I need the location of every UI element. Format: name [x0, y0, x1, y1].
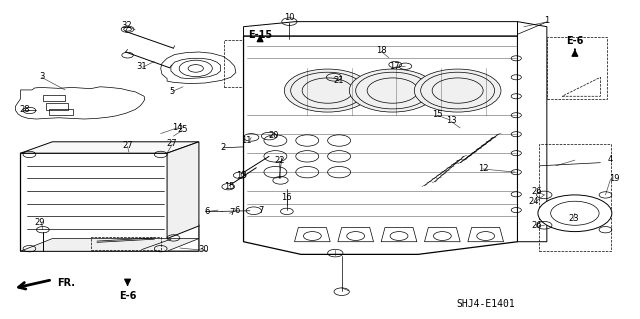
- Text: 15: 15: [432, 110, 442, 119]
- Polygon shape: [20, 142, 199, 153]
- Text: E-6: E-6: [119, 291, 136, 301]
- Polygon shape: [167, 142, 199, 239]
- Text: 21: 21: [334, 76, 344, 85]
- Text: 7: 7: [259, 206, 264, 215]
- Polygon shape: [20, 153, 199, 251]
- Text: 10: 10: [284, 13, 294, 22]
- Text: 17: 17: [389, 62, 400, 71]
- Text: FR.: FR.: [58, 278, 76, 288]
- Text: 15: 15: [224, 182, 235, 191]
- Polygon shape: [518, 22, 547, 242]
- Text: 7: 7: [229, 208, 235, 217]
- Text: 18: 18: [376, 46, 387, 55]
- Text: 29: 29: [35, 218, 45, 227]
- Text: 5: 5: [170, 87, 175, 96]
- Text: 27: 27: [167, 139, 177, 148]
- Circle shape: [414, 69, 501, 112]
- Text: 26: 26: [531, 221, 542, 230]
- Text: 13: 13: [446, 116, 456, 125]
- Text: 25: 25: [177, 125, 188, 134]
- Polygon shape: [244, 36, 518, 254]
- Text: 2: 2: [221, 143, 226, 152]
- Text: 28: 28: [19, 105, 29, 114]
- Circle shape: [349, 69, 436, 112]
- Text: 22: 22: [274, 156, 284, 165]
- Text: 3: 3: [39, 72, 44, 81]
- Text: 13: 13: [236, 171, 246, 180]
- Polygon shape: [468, 227, 504, 242]
- Text: 12: 12: [478, 164, 488, 173]
- Text: 11: 11: [241, 136, 252, 145]
- Text: 6: 6: [204, 206, 209, 216]
- Text: 23: 23: [568, 214, 579, 223]
- Text: 26: 26: [531, 187, 542, 196]
- Polygon shape: [338, 227, 374, 242]
- Text: 1: 1: [544, 16, 550, 25]
- Text: 19: 19: [609, 174, 620, 183]
- Text: 6: 6: [234, 206, 240, 215]
- Polygon shape: [20, 239, 199, 251]
- Polygon shape: [424, 227, 460, 242]
- Text: E-6: E-6: [566, 36, 584, 46]
- Text: 30: 30: [198, 245, 209, 255]
- Text: SHJ4-E1401: SHJ4-E1401: [456, 299, 515, 309]
- Text: 16: 16: [282, 193, 292, 202]
- Text: 31: 31: [136, 62, 147, 71]
- Text: 20: 20: [269, 131, 280, 140]
- Bar: [91, 237, 161, 250]
- Circle shape: [284, 69, 371, 112]
- Polygon shape: [294, 227, 330, 242]
- Bar: [225, 40, 305, 87]
- Bar: [540, 144, 611, 251]
- Text: E-15: E-15: [248, 30, 272, 40]
- Text: 24: 24: [529, 197, 540, 206]
- Text: 14: 14: [172, 123, 182, 132]
- Text: 32: 32: [121, 21, 132, 30]
- Bar: [547, 37, 607, 100]
- Polygon shape: [381, 227, 417, 242]
- Text: 27: 27: [122, 141, 133, 150]
- Circle shape: [538, 195, 612, 232]
- Text: 4: 4: [608, 155, 613, 164]
